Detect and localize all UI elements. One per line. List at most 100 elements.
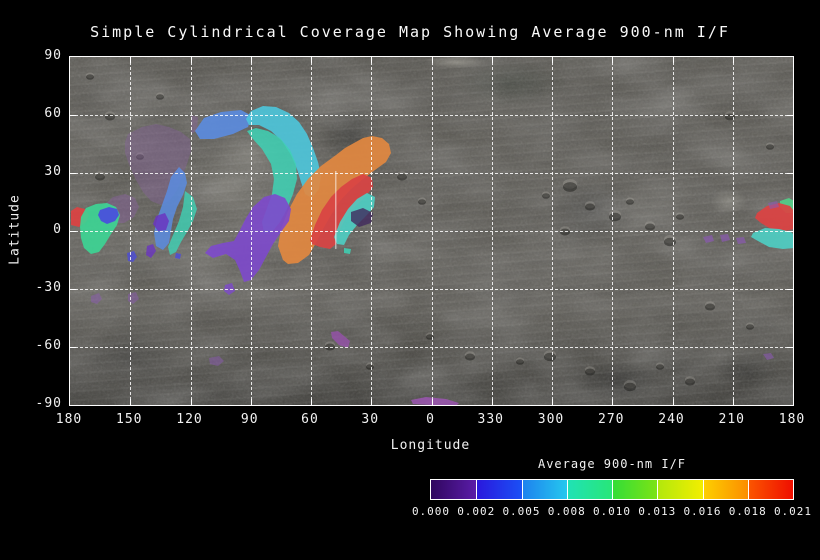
crater-rim-highlight [746,322,754,329]
colorbar-title: Average 900-nm I/F [537,457,687,471]
crater-shadow [397,173,407,181]
crater-shadow [560,228,570,236]
crater-rim-highlight [516,357,524,364]
colorbar-tick-label: 0.021 [773,505,813,518]
colorbar-segment [702,480,748,499]
tick-left [70,173,76,174]
x-tick-label: 90 [240,412,259,427]
crater-shadow [705,303,715,311]
tick-left [70,231,76,232]
coverage-region-blue-speck-1 [175,253,181,259]
coverage-region-right-purple-speck-b [720,234,730,242]
crater-rim-highlight [544,350,556,359]
crater-rim-highlight [766,142,774,148]
tick-top [733,57,734,63]
coverage-overlay-group [71,106,793,405]
coverage-region-bottom-streak [411,397,459,405]
crater-rim-highlight [585,366,595,374]
tick-right [787,173,793,174]
colorbar-segment [747,480,793,499]
crater-rim-highlight [624,380,636,389]
x-tick-label: 330 [477,412,504,427]
tick-bottom [130,399,131,405]
coverage-region-purple-smudge [209,356,224,366]
colorbar-tick-label: 0.016 [683,505,722,518]
x-tick-label: 0 [426,412,435,427]
crater-rim-highlight [705,301,715,309]
x-tick-label: 300 [537,412,565,427]
y-tick-label: 90 [44,48,62,63]
crater-shadow [366,364,374,370]
y-axis-title: Latitude [7,194,23,265]
coverage-region-cyan-arc [246,106,321,198]
colorbar-segment [521,480,567,499]
tick-right [787,289,793,290]
colorbar-segment [612,480,658,499]
crater-shadow [542,193,550,199]
crater-shadow [516,359,524,365]
x-tick-label: 240 [658,412,685,427]
crater-rim-highlight [626,197,634,203]
coverage-region-left-blue-speck [127,251,137,262]
tick-top [432,57,433,63]
crater-shadow [609,212,621,222]
tick-bottom [492,399,493,405]
tick-right [787,347,793,348]
gridline-horizontal [70,115,793,116]
coverage-region-right-red [755,203,793,231]
tick-right [787,231,793,232]
tick-bottom [251,399,252,405]
tick-top [673,57,674,63]
tick-bottom [371,399,372,405]
crater-shadow [156,94,164,100]
x-tick-label: 180 [778,412,806,427]
coverage-region-seam-line [335,171,337,249]
crater-rim-highlight [585,201,595,209]
y-tick-label: 60 [44,106,62,121]
gridline-horizontal [70,231,793,232]
colorbar-tick-label: 0.002 [457,505,496,518]
crater-shadow [585,203,595,211]
crater-shadow [136,154,144,160]
tick-bottom [432,399,433,405]
crater-shadow [676,214,684,220]
tick-bottom [612,399,613,405]
coverage-region-teal-speck [344,248,351,254]
x-tick-label: 150 [116,412,143,427]
colorbar-segment [476,480,522,499]
crater-shadow [656,364,664,370]
crater-shadow [746,324,754,330]
coverage-region-purple-column-blob [153,213,169,231]
colorbar-tick-label: 0.005 [502,505,541,518]
crater-rim-highlight [725,111,735,119]
y-tick-label: -90 [35,396,62,411]
x-axis-title: Longitude [390,438,471,453]
coverage-region-purple-speck-bottom-right [763,353,774,360]
coverage-region-right-cyan [751,228,793,249]
tick-top [251,57,252,63]
y-tick-label: -60 [35,338,62,353]
gridline-horizontal [70,173,793,174]
x-tick-label: 30 [361,412,380,427]
tick-left [70,347,76,348]
x-tick-label: 210 [718,412,745,427]
crater-shadow [626,199,634,205]
tick-bottom [552,399,553,405]
tick-top [130,57,131,63]
crater-shadow [465,353,475,361]
crater-shadow [86,74,94,80]
coverage-region-blue-arc-start [195,110,252,139]
crater-rim-highlight [563,178,577,189]
colorbar [430,479,794,500]
coverage-region-magenta-streak [331,331,350,348]
tick-top [552,57,553,63]
gridline-horizontal [70,289,793,290]
coverage-region-right-purple-speck-c [736,237,746,244]
x-tick-label: 120 [176,412,203,427]
crater-shadow [544,352,556,362]
tick-left [70,289,76,290]
crater-rim-highlight [685,376,695,384]
y-tick-label: -30 [35,280,62,295]
crater-rim-highlight [136,152,144,158]
